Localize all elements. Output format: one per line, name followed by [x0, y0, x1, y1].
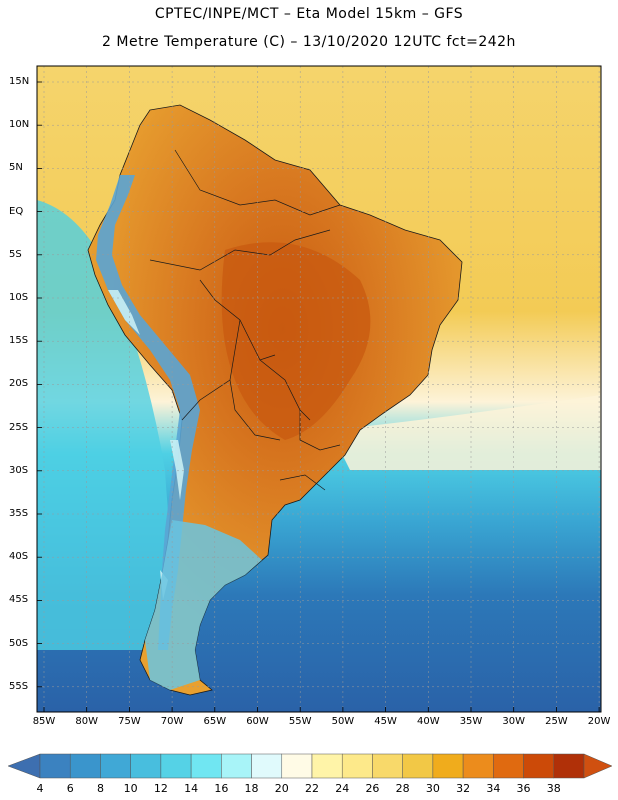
colorbar-swatch [100, 753, 131, 779]
latitude-label: 5N [9, 162, 23, 174]
colorbar-swatch [402, 753, 434, 779]
latitude-label: 15N [9, 76, 30, 87]
longitude-label: 20W [587, 716, 611, 727]
colorbar-lower-arrow [7, 753, 41, 779]
colorbar-swatch [372, 753, 403, 779]
latitude-label: 5S [9, 248, 22, 260]
colorbar-tick-label: 20 [274, 782, 289, 795]
colorbar-tick-label: 26 [365, 782, 380, 795]
latitude-label: 55S [9, 680, 29, 692]
latitude-label: 10S [9, 292, 29, 303]
longitude-label: 60W [246, 716, 269, 727]
longitude-label: 80W [75, 716, 98, 727]
cream-band [330, 395, 601, 470]
colorbar-swatch [39, 753, 71, 779]
longitude-label: 35W [459, 716, 483, 727]
longitude-label: 25W [545, 716, 568, 727]
colorbar-swatch [190, 753, 222, 779]
colorbar-tick-label: 14 [184, 782, 199, 795]
latitude-label: 10N [9, 119, 30, 131]
longitude-label: 65W [203, 716, 227, 727]
colorbar-swatch [493, 753, 524, 779]
map-title: CPTEC/INPE/MCT – Eta Model 15km – GFS [154, 6, 464, 22]
colorbar-swatch [130, 753, 162, 779]
latitude-label: 35S [9, 508, 29, 519]
latitude-label: 15S [9, 335, 29, 347]
longitude-label: 50W [331, 716, 355, 727]
colorbar-tick-label: 4 [36, 782, 44, 795]
colorbar-swatch [69, 753, 101, 779]
longitude-label: 75W [118, 716, 141, 727]
pacific-cold-band [37, 200, 190, 650]
latitude-label: 30S [9, 464, 29, 476]
colorbar-swatch [281, 753, 313, 779]
latitude-label: 40S [9, 551, 29, 563]
colorbar-swatch [160, 753, 192, 779]
colorbar-tick-label: 24 [335, 782, 350, 795]
latitude-label: 50S [9, 637, 29, 649]
colorbar-tick-label: 6 [66, 782, 74, 795]
axis-ticks [37, 81, 600, 712]
map-frame [36, 65, 602, 713]
colorbar-tick-label: 34 [486, 782, 501, 795]
colorbar-swatch [251, 753, 283, 779]
colorbar-tick-label: 22 [305, 782, 319, 795]
map-subtitle: 2 Metre Temperature (C) – 13/10/2020 12U… [102, 34, 516, 50]
colorbar-swatch [341, 753, 373, 779]
graticule [37, 66, 601, 712]
colorbar-tick-label: 30 [425, 782, 440, 795]
latitude-label: EQ [9, 205, 24, 217]
colorbar-tick-label: 36 [516, 782, 531, 795]
longitude-label: 85W [32, 716, 56, 727]
longitude-label: 30W [502, 716, 525, 727]
colorbar-swatch [432, 753, 464, 779]
colorbar-tick-label: 18 [244, 782, 259, 795]
colorbar-swatch [553, 753, 585, 779]
colorbar-tick-label: 16 [214, 782, 229, 795]
colorbar-tick-label: 10 [123, 782, 138, 795]
longitude-label: 70W [160, 716, 184, 727]
colorbar-tick-label: 12 [153, 782, 168, 795]
colorbar-swatch [462, 753, 494, 779]
colorbar-swatch [221, 753, 252, 779]
hot-core [221, 242, 371, 440]
longitude-label: 40W [416, 716, 440, 727]
colorbar-tick-label: 38 [546, 782, 561, 795]
colorbar-tick-label: 32 [456, 782, 471, 795]
longitude-label: 45W [374, 716, 397, 727]
longitude-label: 55W [288, 716, 312, 727]
colorbar-swatch [311, 753, 343, 779]
patagonia-region [145, 520, 262, 690]
colorbar-upper-arrow [583, 753, 613, 779]
colorbar-tick-label: 8 [96, 782, 104, 795]
colorbar [7, 753, 613, 779]
colorbar-swatch [523, 753, 555, 779]
latitude-label: 25S [9, 421, 29, 433]
latitude-label: 45S [9, 594, 29, 606]
latitude-label: 20S [9, 378, 29, 390]
colorbar-tick-label: 28 [395, 782, 410, 795]
